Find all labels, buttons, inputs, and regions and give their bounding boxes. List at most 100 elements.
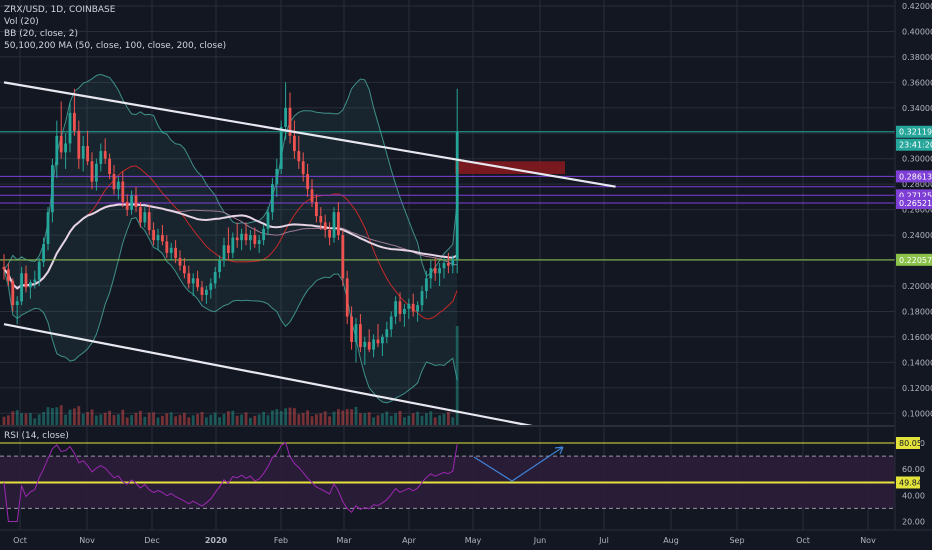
volume-bar — [332, 411, 336, 426]
candle — [416, 301, 419, 322]
candle-body — [345, 278, 349, 317]
price-axis-bg[interactable] — [895, 0, 932, 550]
volume-bar — [134, 412, 138, 426]
candle-body — [288, 107, 292, 136]
candle — [117, 176, 120, 200]
volume-bar — [95, 415, 98, 426]
volume-bar — [103, 412, 107, 426]
time-tick-label: Nov — [860, 536, 876, 545]
volume-bar — [86, 411, 89, 426]
candle — [196, 270, 199, 292]
legend-rsi: RSI (14, close) — [4, 431, 69, 441]
volume-bar — [394, 413, 397, 426]
candle-body — [297, 151, 301, 162]
candle-body — [403, 308, 406, 314]
volume-bar — [420, 415, 424, 426]
candle-body — [130, 195, 133, 210]
time-tick-label: Oct — [13, 536, 27, 545]
time-tick-label: Feb — [274, 536, 288, 545]
candle — [174, 240, 177, 264]
candle-body — [152, 230, 155, 241]
candle-body — [90, 161, 94, 182]
candle — [240, 228, 243, 251]
candle — [73, 88, 76, 136]
candle-body — [253, 235, 257, 244]
volume-bar — [169, 412, 173, 426]
candle — [433, 258, 437, 281]
volume-bar — [117, 414, 120, 426]
volume-bar — [328, 416, 331, 426]
price-tag: 0.321198 — [896, 125, 932, 138]
volume-bar — [345, 409, 349, 426]
horizontal-levels[interactable] — [0, 131, 895, 261]
candle — [187, 265, 191, 289]
volume-bar — [301, 413, 305, 426]
candle-body — [187, 273, 191, 284]
volume-bar — [381, 413, 384, 426]
moving-averages — [3, 165, 458, 320]
candle-body — [411, 303, 415, 312]
candle — [68, 101, 72, 153]
price-tick-label: 0.240000 — [902, 231, 932, 240]
volume-bar — [20, 413, 23, 426]
candle-body — [213, 272, 217, 284]
volume-bar — [183, 412, 186, 426]
candle — [332, 207, 336, 243]
candle-body — [332, 212, 336, 238]
price-tag-bg — [896, 197, 932, 210]
price-tick-label: 0.260000 — [902, 206, 932, 215]
candle-body — [46, 212, 50, 244]
volume-bar — [77, 406, 81, 426]
candle-body — [200, 287, 204, 295]
volume-bar — [310, 416, 314, 426]
candle-body — [218, 260, 221, 272]
candle-body — [11, 280, 15, 306]
candle — [7, 263, 10, 286]
candle — [165, 235, 169, 258]
candle — [262, 224, 265, 246]
volume-bar — [231, 410, 235, 426]
candle — [319, 207, 323, 230]
candle — [64, 133, 67, 169]
volume-bar — [403, 417, 406, 426]
volume-bar — [139, 410, 142, 426]
volume-bar — [288, 407, 292, 426]
volume-bar — [249, 417, 252, 426]
candle — [86, 130, 89, 166]
time-tick-label: Dec — [144, 536, 159, 545]
candle — [125, 194, 129, 216]
price-tick-label: 0.140000 — [902, 358, 932, 367]
candle-body — [306, 174, 309, 190]
candle-body — [235, 237, 239, 241]
time-tick-label: Sep — [729, 536, 744, 545]
volume-bar — [200, 411, 204, 426]
volume-bar — [284, 408, 287, 426]
candle-body — [249, 235, 252, 241]
candle-body — [178, 258, 182, 266]
price-tick-label: 0.380000 — [902, 53, 932, 62]
candle-body — [95, 163, 98, 182]
price-tick-label: 0.360000 — [902, 78, 932, 87]
volume-bar — [187, 417, 191, 426]
price-tag-bg — [896, 138, 932, 151]
candle — [359, 314, 362, 353]
candle — [205, 286, 208, 304]
trendlines[interactable] — [3, 81, 616, 428]
candle-body — [266, 212, 270, 229]
candle — [121, 171, 125, 208]
volume-bar — [222, 414, 226, 426]
candle-body — [81, 146, 85, 159]
candle-body — [33, 279, 37, 283]
candle — [213, 266, 217, 289]
candle-body — [139, 207, 142, 223]
candle-body — [86, 146, 89, 162]
candle-body — [231, 237, 235, 253]
candle-body — [68, 112, 72, 144]
candle-body — [350, 316, 353, 342]
price-tags: 0.321198 23:41:20 0.286131 0.2712550.265211… — [896, 125, 932, 489]
candle-body — [433, 268, 437, 274]
candle — [209, 278, 213, 299]
candle — [15, 296, 19, 325]
candle-body — [455, 132, 459, 260]
